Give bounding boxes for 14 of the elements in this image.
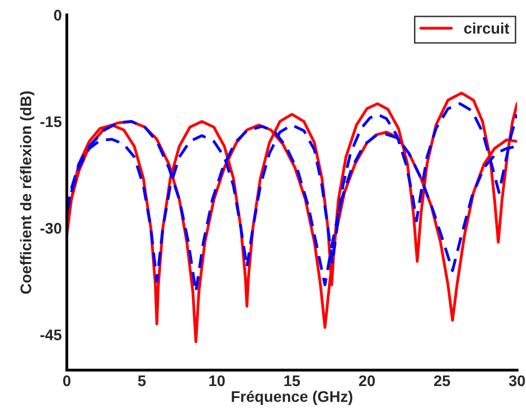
legend-label: circuit [464, 22, 510, 34]
y-tick-label: -45 [40, 330, 62, 340]
x-tick-label: 5 [138, 376, 146, 386]
y-tick-label: 0 [54, 10, 62, 21]
x-tick-label: 25 [434, 375, 450, 386]
y-axis-title: Coefficient de réflexion (dB) [20, 91, 34, 294]
y-tick-label: -15 [40, 116, 62, 128]
x-tick-label: 20 [359, 375, 375, 386]
x-tick-label: 30 [508, 375, 525, 386]
x-tick-label: 15 [284, 376, 300, 386]
x-tick-label: 0 [63, 375, 70, 386]
y-tick-label: -30 [40, 222, 62, 234]
x-tick-label: 10 [209, 375, 225, 386]
x-axis-title: Fréquence (GHz) [232, 390, 352, 405]
